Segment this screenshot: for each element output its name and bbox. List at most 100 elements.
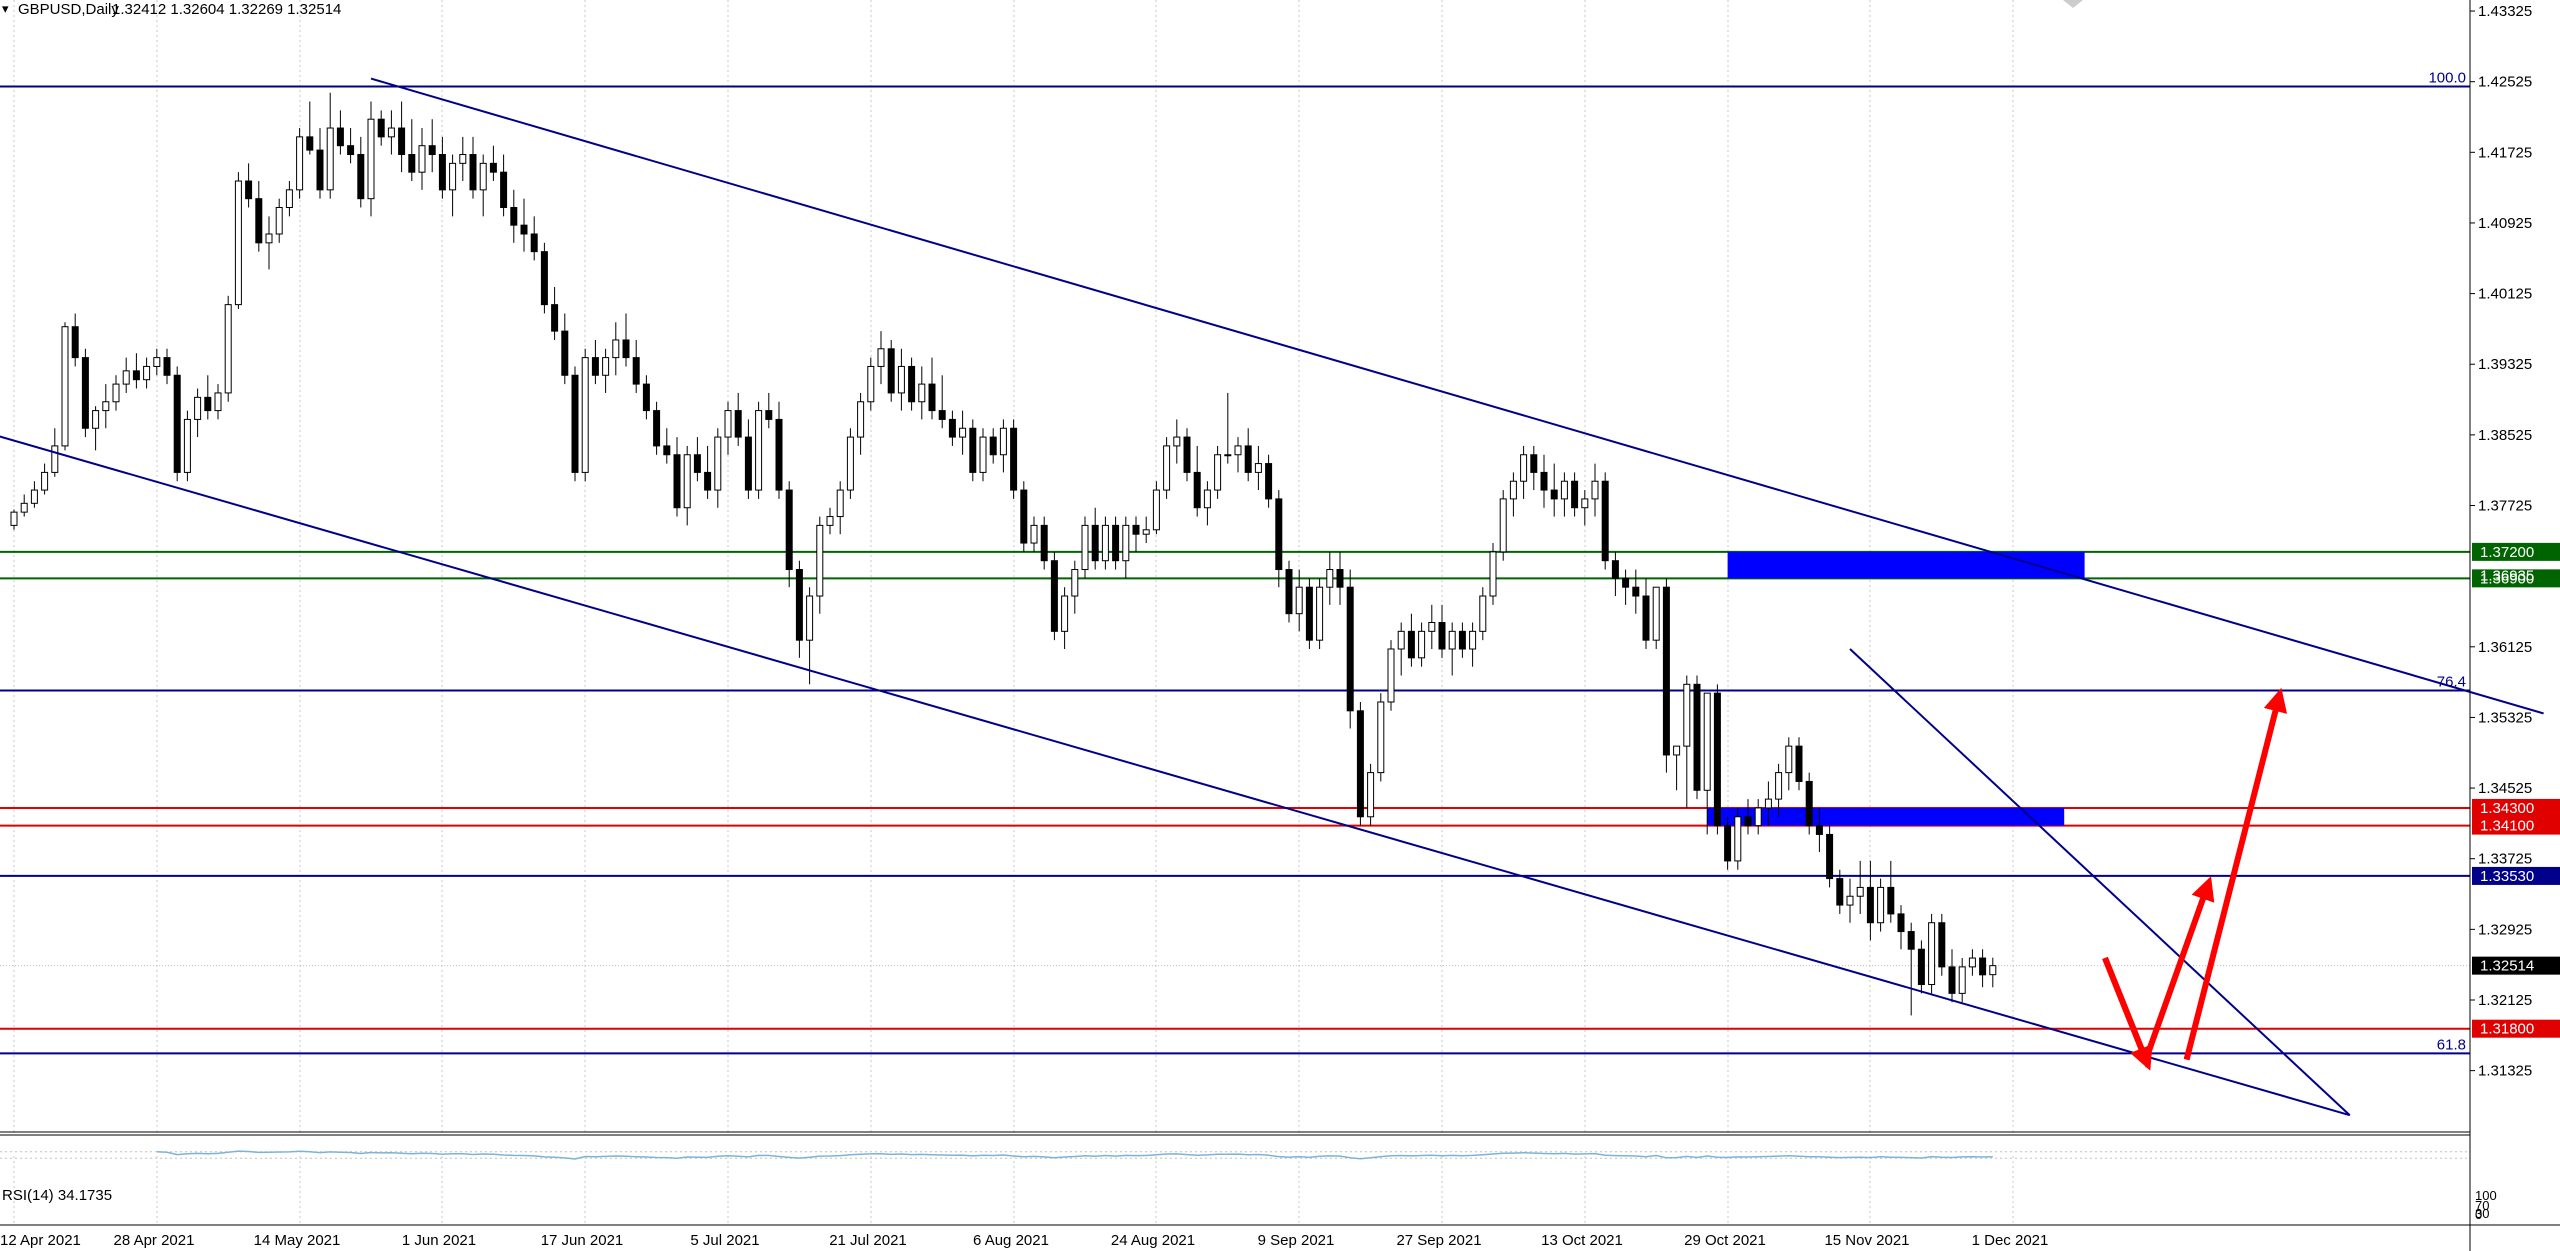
supply-demand-zone [1727,551,2085,579]
candle-body [1989,965,1997,976]
candle-body [1214,454,1222,491]
candle-body [1407,630,1415,659]
current-price-label: 1.32514 [2480,958,2534,975]
candle-body [755,410,763,491]
candle-body [1938,922,1946,968]
y-tick-label: 1.40925 [2478,215,2532,232]
price-tag [2472,1019,2560,1038]
rsi-label: RSI(14) 34.1735 [2,1187,112,1204]
y-tick-label: 1.41725 [2478,144,2532,161]
candle-body [357,154,365,200]
candle-body [1428,622,1436,632]
candle-body [1183,436,1191,473]
candle-body [398,127,406,156]
candle-body [1897,913,1905,933]
candle-body [734,410,742,438]
candle-body [1785,745,1793,774]
candle-body [1703,692,1711,791]
candles [10,92,1997,1016]
candle-body [1050,560,1058,632]
candle-body [173,374,181,473]
candle-body [51,445,59,473]
price-tag [2472,866,2560,885]
candle-body [1917,948,1925,986]
candle-body [438,154,446,191]
rsi-scale-0: 0 [2475,1207,2482,1222]
collapse-arrow-icon[interactable]: ▾ [2,1,9,16]
candle-body [1040,524,1048,562]
candle-body [204,396,212,412]
y-tick-label: 1.39325 [2478,356,2532,373]
x-tick-label: 9 Sep 2021 [1258,1232,1335,1249]
candle-body [530,233,538,253]
candle-body [500,171,508,209]
candle-body [540,251,548,306]
candle-body [1275,498,1283,571]
candle-body [1061,595,1069,632]
y-tick-label: 1.31325 [2478,1063,2532,1080]
candle-body [673,454,681,509]
x-tick-label: 1 Dec 2021 [1972,1232,2049,1249]
x-tick-label: 1 Jun 2021 [402,1232,476,1249]
candle-body [92,410,100,429]
candle-body [122,370,130,385]
candle-body [1642,595,1650,641]
candle-body [1244,445,1252,473]
candle-body [663,445,671,456]
candle-body [1540,471,1548,491]
candle-body [857,401,865,438]
y-tick-label: 1.32925 [2478,921,2532,938]
y-tick-label: 1.34525 [2478,780,2532,797]
candle-body [765,410,773,420]
candle-body [459,154,467,164]
candle-body [61,326,69,447]
y-tick-label: 1.35325 [2478,709,2532,726]
trendline [370,77,2544,715]
candle-body [1173,436,1181,447]
candle-body [1611,560,1619,579]
x-tick-label: 17 Jun 2021 [541,1232,624,1249]
candle-body [275,207,283,235]
candle-body [336,127,344,147]
y-tick-label: 1.33725 [2478,851,2532,868]
candle-body [81,357,89,429]
candle-body [183,418,191,473]
candle-body [602,357,610,376]
candle-body [194,396,202,420]
x-tick-label: 12 Apr 2021 [0,1232,81,1249]
candle-body [1285,569,1293,615]
candle-body [510,207,518,226]
candle-body [520,224,528,235]
candle-body [1020,489,1028,544]
candle-body [1601,480,1609,562]
candle-body [571,374,579,473]
y-tick-label: 1.42525 [2478,74,2532,91]
candle-body [1152,489,1160,531]
candle-body [948,418,956,438]
rsi-scale-30: 30 [2475,1206,2489,1221]
projection-arrow-down [2102,956,2153,1071]
candle-body [1591,480,1599,500]
candle-body [1224,454,1232,457]
price-tag-label: 1.31800 [2480,1021,2534,1038]
candle-body [285,189,293,209]
x-tick-label: 27 Sep 2021 [1396,1232,1481,1249]
candle-body [408,154,416,173]
candle-body [1499,498,1507,553]
x-tick-label: 21 Jul 2021 [829,1232,907,1249]
candle-body [1101,524,1109,562]
candle-body [1744,816,1752,827]
candle-body [30,489,38,504]
candle-body [826,516,834,526]
candle-body [1265,463,1273,500]
candle-body [999,427,1007,456]
candle-body [724,410,732,438]
candle-body [1479,595,1487,632]
candle-body [449,162,457,191]
rsi-panel [0,1134,2560,1226]
price-tag-label: 1.33530 [2480,868,2534,885]
candle-body [938,410,946,420]
